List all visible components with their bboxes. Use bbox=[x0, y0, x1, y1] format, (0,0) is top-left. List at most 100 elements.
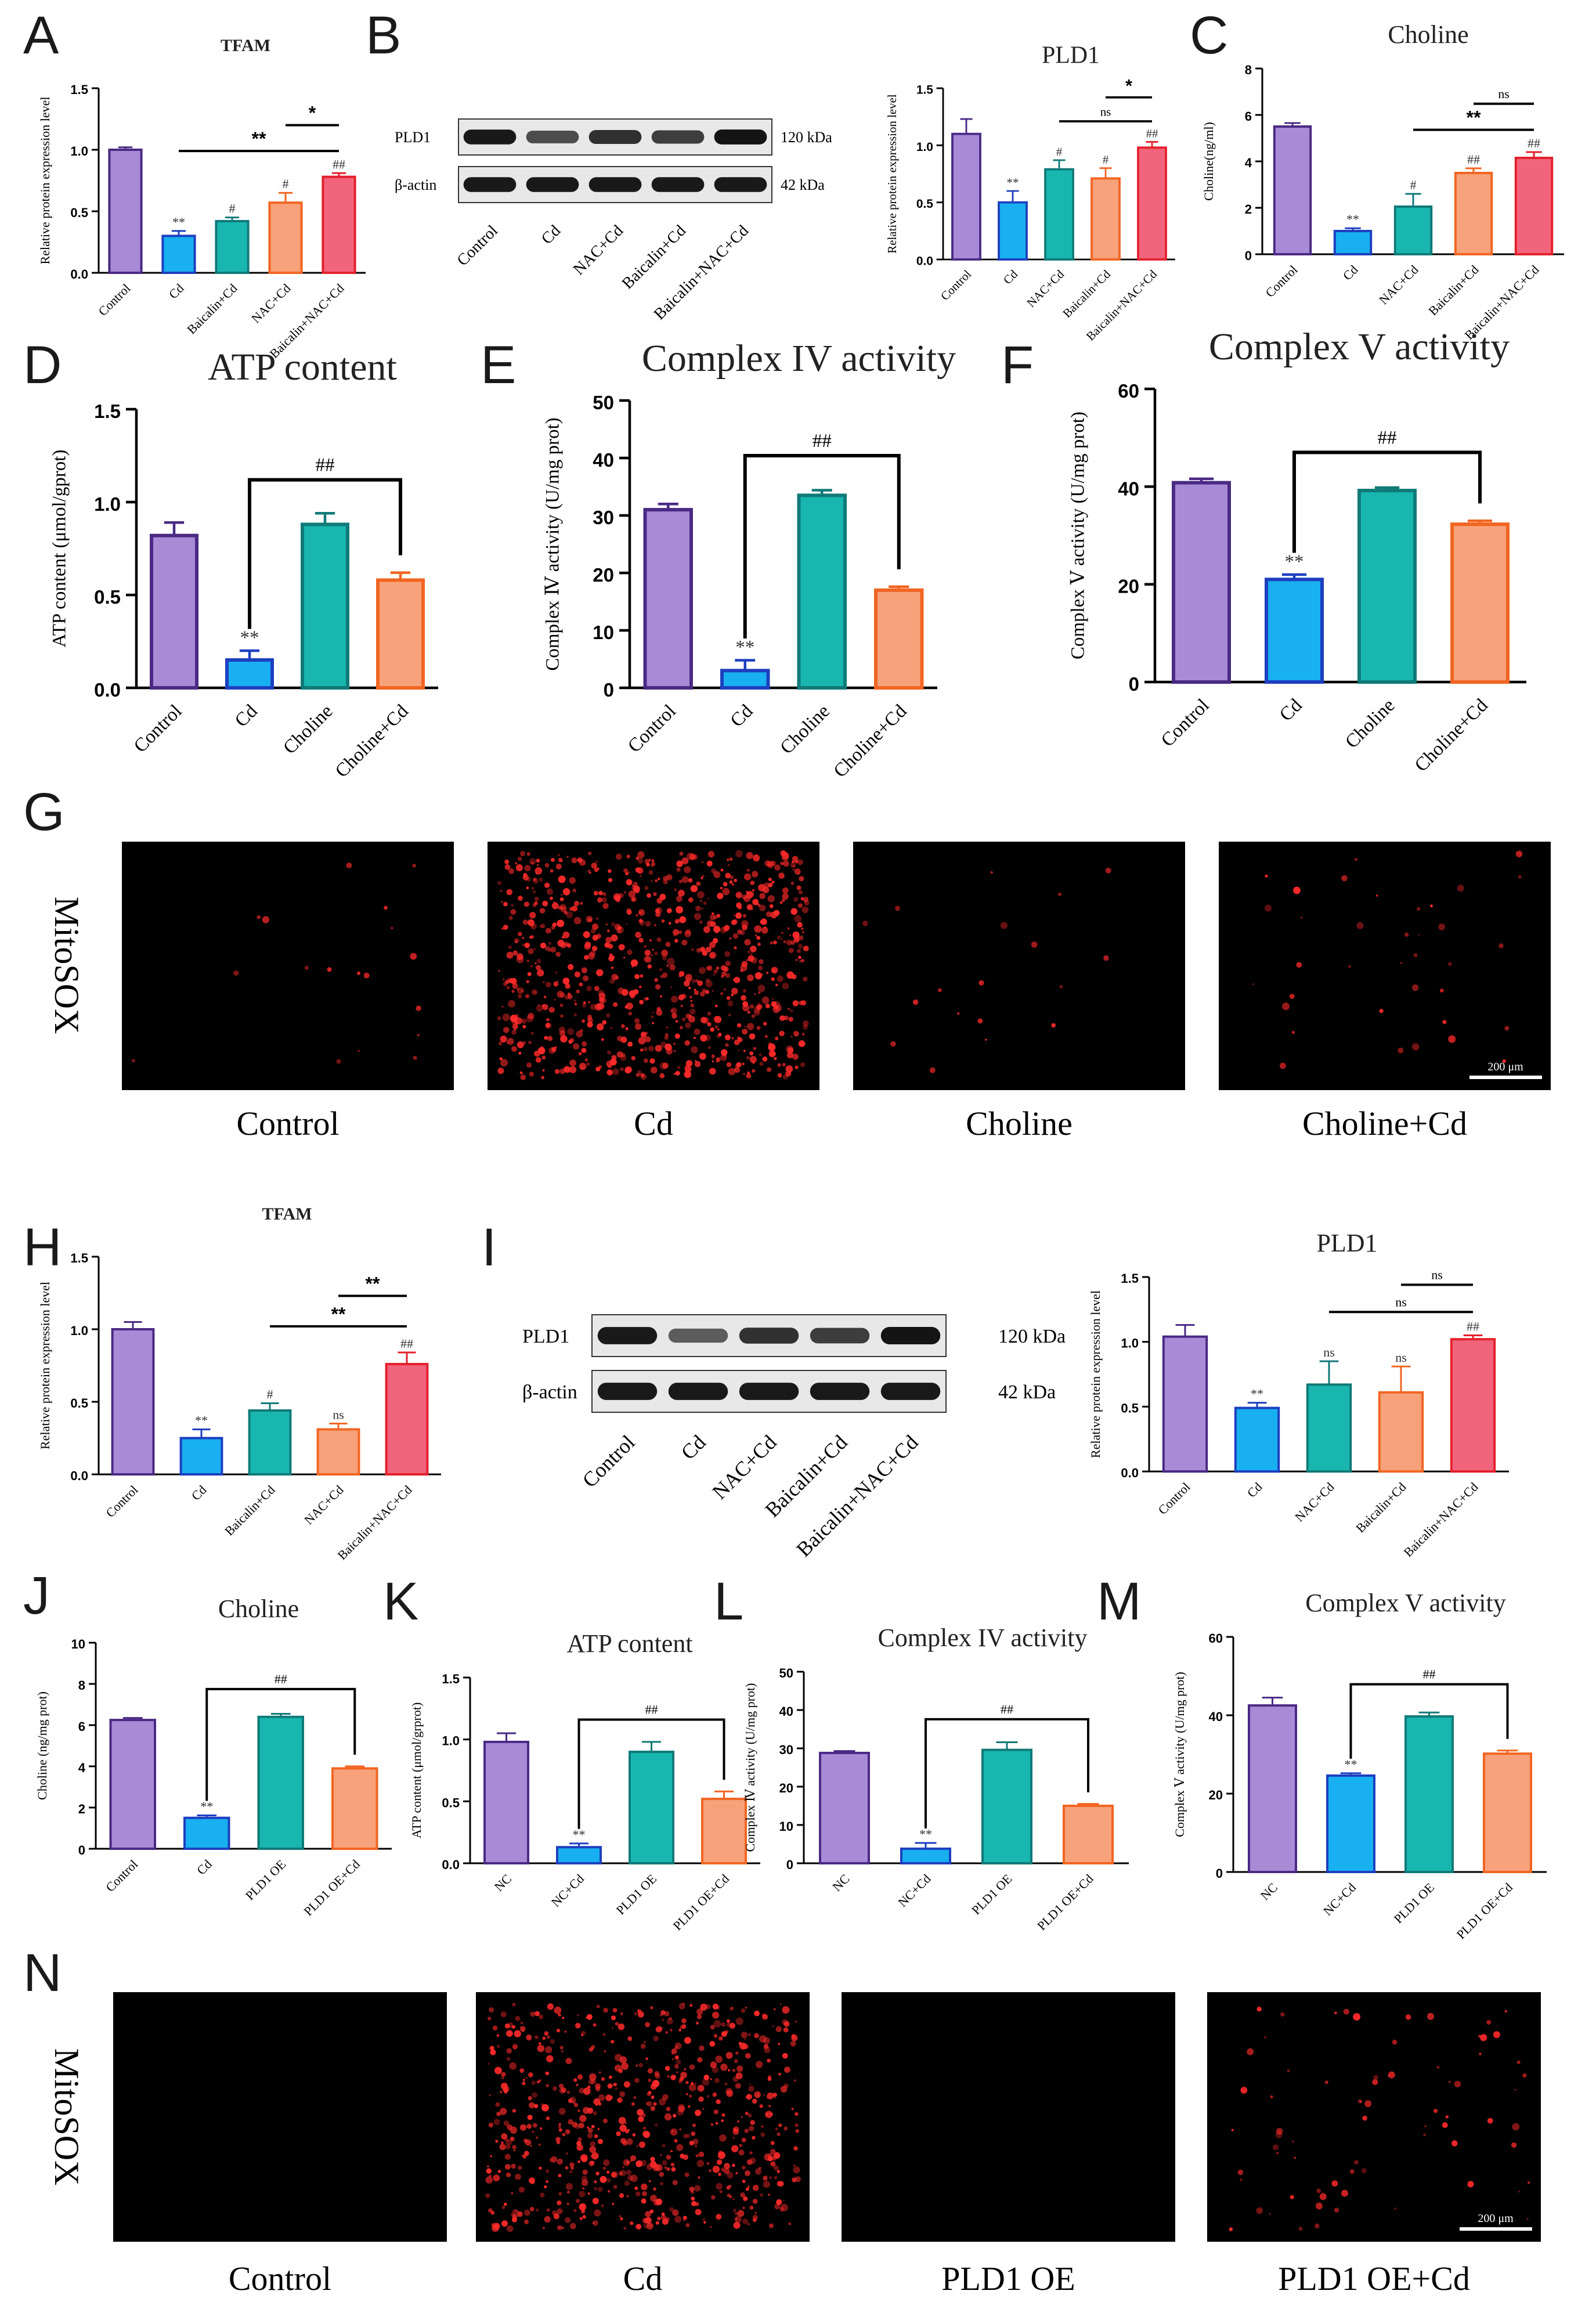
fluorescence-spot bbox=[752, 889, 754, 892]
y-tick-label: 1.0 bbox=[916, 140, 933, 154]
fluorescence-spot bbox=[527, 972, 532, 976]
y-tick-label: 8 bbox=[1245, 63, 1252, 77]
fluorescence-spot bbox=[595, 2083, 601, 2089]
fluorescence-spot bbox=[703, 901, 707, 905]
fluorescence-spot bbox=[540, 2127, 543, 2130]
fluorescence-spot bbox=[763, 2094, 765, 2097]
fluorescence-spot bbox=[709, 953, 715, 958]
fluorescence-spot bbox=[517, 932, 522, 936]
fluorescence-spot bbox=[770, 2161, 776, 2167]
fluorescence-spot bbox=[566, 911, 573, 918]
fluorescence-spot bbox=[713, 973, 716, 976]
fluorescence-spot bbox=[636, 2145, 638, 2147]
fluorescence-spot bbox=[532, 2092, 538, 2098]
fluorescence-spot bbox=[569, 2223, 576, 2230]
fluorescence-spot bbox=[639, 985, 642, 989]
fluorescence-spot bbox=[732, 919, 738, 925]
fluorescence-spot bbox=[726, 2019, 730, 2023]
fluorescence-spot bbox=[569, 1038, 575, 1043]
fluorescence-spot bbox=[512, 2209, 518, 2215]
fluorescence-spot bbox=[748, 2033, 751, 2036]
fluorescence-spot bbox=[714, 1016, 722, 1023]
fluorescence-spot bbox=[744, 939, 751, 946]
fluorescence-spot bbox=[662, 2094, 669, 2101]
fluorescence-spot bbox=[799, 959, 803, 963]
fluorescence-spot bbox=[602, 892, 606, 896]
fluorescence-spot bbox=[576, 2144, 583, 2151]
fluorescence-spot bbox=[582, 2179, 588, 2186]
fluorescence-spot bbox=[557, 2208, 563, 2214]
fluorescence-spot bbox=[638, 909, 645, 916]
fluorescence-spot bbox=[593, 2098, 601, 2105]
fluorescence-spot bbox=[573, 917, 582, 925]
fluorescence-spot bbox=[684, 1070, 692, 1078]
fluorescence-spot bbox=[587, 2192, 590, 2195]
fluorescence-spot bbox=[674, 919, 680, 924]
panel-letter-b: B bbox=[366, 6, 401, 65]
fluorescence-spot bbox=[696, 2008, 703, 2015]
fluorescence-spot bbox=[780, 850, 786, 857]
fluorescence-spot bbox=[671, 2053, 674, 2055]
fluorescence-spot bbox=[519, 851, 526, 857]
fluorescence-spot bbox=[684, 980, 690, 987]
fluorescence-spot bbox=[506, 951, 514, 959]
fluorescence-spot bbox=[678, 930, 683, 935]
fluorescence-spot bbox=[756, 936, 761, 940]
category-label: Choline+Cd bbox=[830, 701, 911, 782]
fluorescence-spot bbox=[781, 938, 783, 940]
fluorescence-spot bbox=[550, 2039, 555, 2044]
fluorescence-spot bbox=[555, 2137, 561, 2142]
fluorescence-spot bbox=[696, 2159, 705, 2167]
significance-mark: # bbox=[267, 1387, 273, 1402]
fluorescence-spot bbox=[535, 962, 537, 965]
fluorescence-spot bbox=[413, 1056, 417, 1060]
fluorescence-spot bbox=[573, 1013, 577, 1017]
fluorescence-spot bbox=[605, 2094, 612, 2101]
fluorescence-spot bbox=[627, 2129, 630, 2131]
fluorescence-spot bbox=[503, 2202, 507, 2206]
significance-mark: ## bbox=[1146, 127, 1158, 140]
fluorescence-spot bbox=[304, 965, 309, 970]
fluorescence-spot bbox=[676, 860, 683, 867]
fluorescence-spot bbox=[746, 2094, 752, 2100]
fluorescence-spot bbox=[1447, 962, 1452, 966]
fluorescence-spot bbox=[800, 897, 804, 901]
fluorescence-spot bbox=[579, 2087, 585, 2094]
y-tick-label: 2 bbox=[1245, 202, 1252, 217]
bar bbox=[1248, 1704, 1297, 1873]
fluorescence-spot bbox=[530, 922, 537, 930]
fluorescence-spot bbox=[733, 914, 735, 917]
fluorescence-spot bbox=[678, 2105, 685, 2113]
fluorescence-spot bbox=[624, 2122, 627, 2124]
fluorescence-spot bbox=[694, 989, 696, 991]
fluorescence-spot bbox=[712, 2166, 720, 2173]
fluorescence-spot bbox=[564, 1066, 571, 1073]
fluorescence-spot bbox=[602, 2166, 606, 2170]
fluorescence-spot bbox=[132, 1059, 135, 1063]
fluorescence-spot bbox=[672, 2180, 678, 2185]
fluorescence-spot bbox=[1454, 2080, 1461, 2088]
fluorescence-spot bbox=[758, 991, 761, 994]
fluorescence-spot bbox=[544, 2185, 547, 2188]
fluorescence-spot bbox=[558, 2192, 562, 2196]
fluorescence-spot bbox=[761, 996, 770, 1004]
fluorescence-spot bbox=[728, 1013, 731, 1017]
y-tick-label: 1.0 bbox=[442, 1734, 460, 1748]
fluorescence-spot bbox=[1231, 2129, 1234, 2131]
fluorescence-spot bbox=[597, 1023, 604, 1031]
fluorescence-spot bbox=[697, 891, 705, 899]
fluorescence-spot bbox=[779, 2003, 782, 2005]
fluorescence-spot bbox=[1356, 922, 1364, 929]
fluorescence-spot bbox=[669, 2029, 673, 2032]
bar bbox=[1454, 172, 1493, 255]
fluorescence-spot bbox=[501, 2220, 508, 2227]
fluorescence-spot bbox=[652, 948, 654, 951]
blot-size-label: 120 kDa bbox=[998, 1326, 1066, 1347]
fluorescence-spot bbox=[522, 943, 525, 947]
fluorescence-spot bbox=[749, 1056, 757, 1063]
fluorescence-spot bbox=[550, 2156, 558, 2163]
fluorescence-spot bbox=[1265, 904, 1272, 912]
micrograph-background bbox=[853, 842, 1185, 1090]
fluorescence-spot bbox=[656, 1009, 663, 1016]
fluorescence-spot bbox=[1319, 2193, 1327, 2201]
